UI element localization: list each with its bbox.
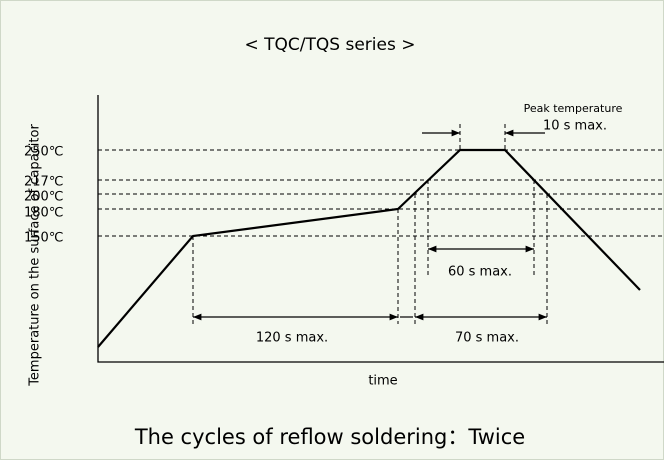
y-axis-label: Temperature on the surface of capacitor: [28, 124, 43, 387]
temp-label: 150℃: [24, 231, 63, 246]
annotation: 70 s max.: [455, 331, 519, 346]
temp-label: 217℃: [24, 175, 63, 190]
title: < TQC/TQS series >: [245, 35, 416, 55]
temperature-labels: 250℃ 217℃ 200℃ 180℃ 150℃: [24, 145, 63, 246]
temp-label: 250℃: [24, 145, 63, 160]
x-axis-label: time: [368, 374, 397, 389]
temp-label: 180℃: [24, 206, 63, 221]
annotation: Peak temperature: [524, 102, 623, 115]
reflow-profile: [97, 148, 641, 348]
temp-label: 200℃: [24, 190, 63, 205]
annotation: 10 s max.: [543, 119, 607, 134]
arrows: [193, 129, 547, 321]
footer: The cycles of reflow soldering：Twice: [134, 425, 525, 449]
annotation: 60 s max.: [448, 265, 512, 280]
annotation: 120 s max.: [256, 331, 328, 346]
time-guides: [192, 124, 548, 324]
axes: [97, 95, 664, 363]
